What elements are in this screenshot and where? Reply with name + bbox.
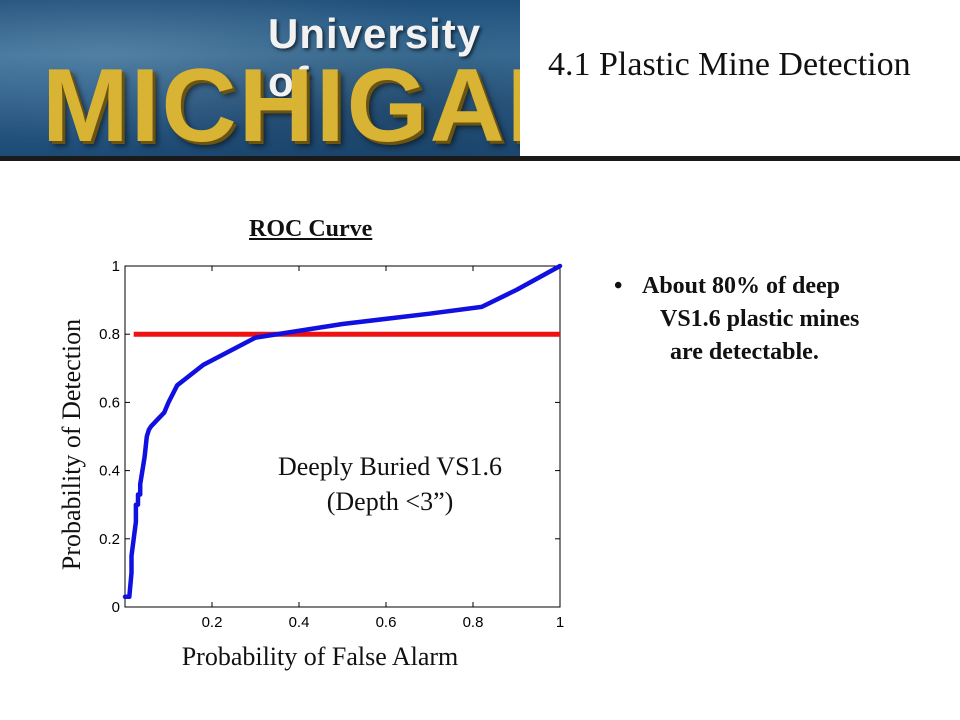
logo-top-text: University of (268, 10, 482, 105)
university-logo: University of MICHIGAN (0, 0, 520, 158)
x-tick-label: 0.2 (202, 614, 223, 631)
roc-chart: 0.2 0.4 0.6 0.8 1 0 0.2 0.4 0.6 0.8 1 Deeply Buried… (57, 258, 564, 671)
bullet-text: About 80% of deep VS1.6 plastic mines ar… (642, 270, 932, 369)
bullet-line-3: are detectable. (670, 339, 819, 365)
annotation-line-1: Deeply Buried VS1.6 (278, 452, 502, 481)
x-tick-label: 0.4 (289, 614, 310, 631)
slide-title: 4.1 Plastic Mine Detection (548, 46, 911, 83)
y-tick-label: 0.4 (99, 463, 120, 480)
chart-title: ROC Curve (249, 216, 373, 242)
plot-frame (124, 265, 561, 608)
x-tick-label: 0.8 (463, 614, 484, 631)
y-tick-label: 0.8 (99, 326, 120, 343)
y-tick-label: 0.6 (99, 394, 120, 411)
bullet-line-1: About 80% of deep (642, 273, 841, 299)
bullet-marker: • (614, 273, 623, 299)
header-divider (0, 156, 960, 161)
x-axis-label: Probability of False Alarm (182, 642, 459, 671)
logo-main-text: MICHIGAN (42, 48, 520, 158)
y-tick-label: 1 (112, 258, 120, 275)
bullet-line-2: VS1.6 plastic mines (660, 306, 860, 332)
x-tick-label: 1 (556, 614, 564, 631)
y-axis-label: Probability of Detection (57, 319, 86, 570)
roc-curve-line (122, 263, 563, 600)
annotation-line-2: (Depth <3”) (327, 487, 454, 516)
x-tick-label: 0.6 (376, 614, 397, 631)
y-tick-label: 0 (112, 599, 120, 616)
y-tick-label: 0.2 (99, 531, 120, 548)
